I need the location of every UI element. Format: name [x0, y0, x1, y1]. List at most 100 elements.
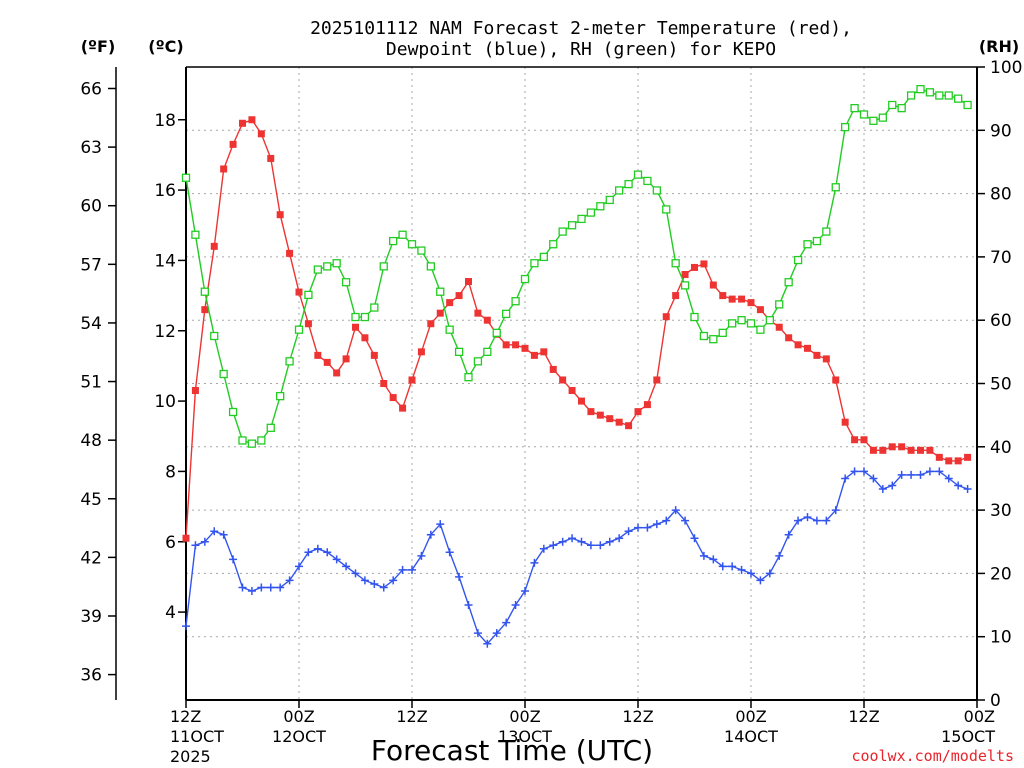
celsius-tick-label: 16 [154, 181, 176, 201]
2-meter-temperature-point [352, 323, 359, 331]
dewpoint-point [276, 583, 285, 592]
dewpoint-point [360, 576, 369, 585]
rh-point [888, 100, 897, 110]
rh-point [266, 423, 275, 432]
chart-title-line-2: Dewpoint (blue), RH (green) for KEPO [386, 39, 776, 60]
2-meter-temperature-point [210, 242, 218, 250]
dewpoint-point [210, 527, 219, 536]
dewpoint-point [784, 530, 793, 539]
dewpoint-point [907, 470, 916, 479]
x-tick-time-label: 12Z [396, 707, 427, 726]
rh-point [831, 183, 840, 192]
dewpoint-point [812, 516, 821, 525]
dewpoint-point [229, 555, 238, 564]
rh-point [257, 436, 266, 445]
x-tick-year-label: 2025 [170, 747, 211, 766]
dewpoint-point [398, 565, 407, 574]
dewpoint-point [935, 467, 944, 476]
2-meter-temperature-point [662, 313, 670, 321]
2-meter-temperature-point [540, 348, 548, 356]
dewpoint-point [313, 544, 322, 553]
dewpoint-point [944, 474, 953, 483]
rh-point [210, 331, 219, 341]
rh-point [869, 116, 878, 125]
rh-point [935, 91, 944, 100]
rh-point [464, 373, 473, 382]
rh-point [539, 252, 548, 262]
2-meter-temperature-point [446, 299, 454, 307]
dewpoint-point [558, 537, 567, 546]
x-tick-date-label: 13OCT [498, 727, 552, 746]
axes: 010203040506070809010012Z11OCT202500Z12O… [80, 58, 1022, 766]
chart-title-line-1: 2025101112 NAM Forecast 2-meter Temperat… [310, 18, 852, 39]
2-meter-temperature-point [691, 263, 698, 271]
dewpoint-point [963, 485, 972, 493]
2-meter-temperature-point [182, 534, 190, 542]
dewpoint-point [841, 474, 850, 483]
dewpoint-point [643, 523, 652, 532]
fahrenheit-tick-label: 60 [80, 197, 102, 217]
dewpoint-point [436, 520, 445, 529]
x-tick-date-label: 15OCT [941, 727, 995, 746]
dewpoint-point [238, 583, 247, 592]
dewpoint-point [370, 579, 379, 588]
rh-point [200, 287, 209, 296]
2-meter-temperature-point [389, 394, 397, 402]
rh-point [596, 202, 605, 211]
rh-point [454, 347, 464, 357]
dewpoint-point [916, 470, 925, 479]
data-series [181, 85, 972, 648]
2-meter-temperature-point [719, 292, 727, 300]
unit-label-fahrenheit: (ºF) [81, 37, 116, 56]
rh-point [360, 312, 370, 322]
dewpoint-point [747, 569, 755, 578]
dewpoint-point [831, 506, 840, 515]
2-meter-temperature-point [917, 446, 924, 454]
rh-point [709, 335, 718, 344]
celsius-tick-label: 4 [165, 603, 176, 623]
dewpoint-point [342, 562, 351, 571]
rh-point [775, 300, 784, 309]
dewpoint-point [191, 541, 200, 550]
dewpoint-point [295, 562, 303, 571]
2-meter-temperature-point [559, 376, 567, 384]
rh-point [313, 265, 322, 274]
dewpoint-point [408, 565, 416, 574]
unit-label-rh: (RH) [979, 37, 1019, 56]
rh-point [737, 316, 746, 325]
rh-point [878, 113, 887, 122]
rh-point [247, 439, 257, 448]
rh-point [426, 262, 435, 271]
fahrenheit-tick-label: 39 [80, 607, 102, 627]
rh-point [690, 312, 699, 322]
2-meter-temperature-point [625, 422, 633, 430]
rh-tick-label: 50 [990, 375, 1012, 395]
2-meter-temperature-point [728, 295, 736, 303]
rh-point [492, 328, 501, 338]
rh-point [925, 88, 935, 97]
celsius-tick-label: 18 [154, 111, 176, 131]
dewpoint-point [586, 541, 595, 550]
rh-point [436, 287, 445, 296]
rh-tick-label: 0 [990, 691, 1001, 711]
rh-point [643, 176, 652, 186]
rh-point [756, 325, 765, 334]
celsius-tick-label: 12 [154, 322, 176, 342]
rh-point [483, 347, 492, 357]
dewpoint-point [822, 516, 831, 525]
rh-point [577, 214, 586, 224]
dewpoint-point [690, 534, 699, 543]
watermark: coolwx.com/modelts [851, 747, 1014, 765]
dewpoint-point [850, 467, 859, 476]
dewpoint-series [182, 467, 972, 648]
rh-point [906, 91, 916, 100]
rh-tick-label: 10 [990, 628, 1012, 648]
2-meter-temperature-point [709, 281, 717, 289]
2-meter-temperature-point [370, 351, 378, 359]
x-tick-time-label: 12Z [848, 707, 879, 726]
2-meter-temperature-point [276, 211, 284, 219]
2-meter-temperature-point [568, 387, 576, 395]
2-meter-temperature-point [483, 316, 491, 324]
2-meter-temperature-point [615, 418, 623, 426]
rh-point [502, 309, 511, 319]
